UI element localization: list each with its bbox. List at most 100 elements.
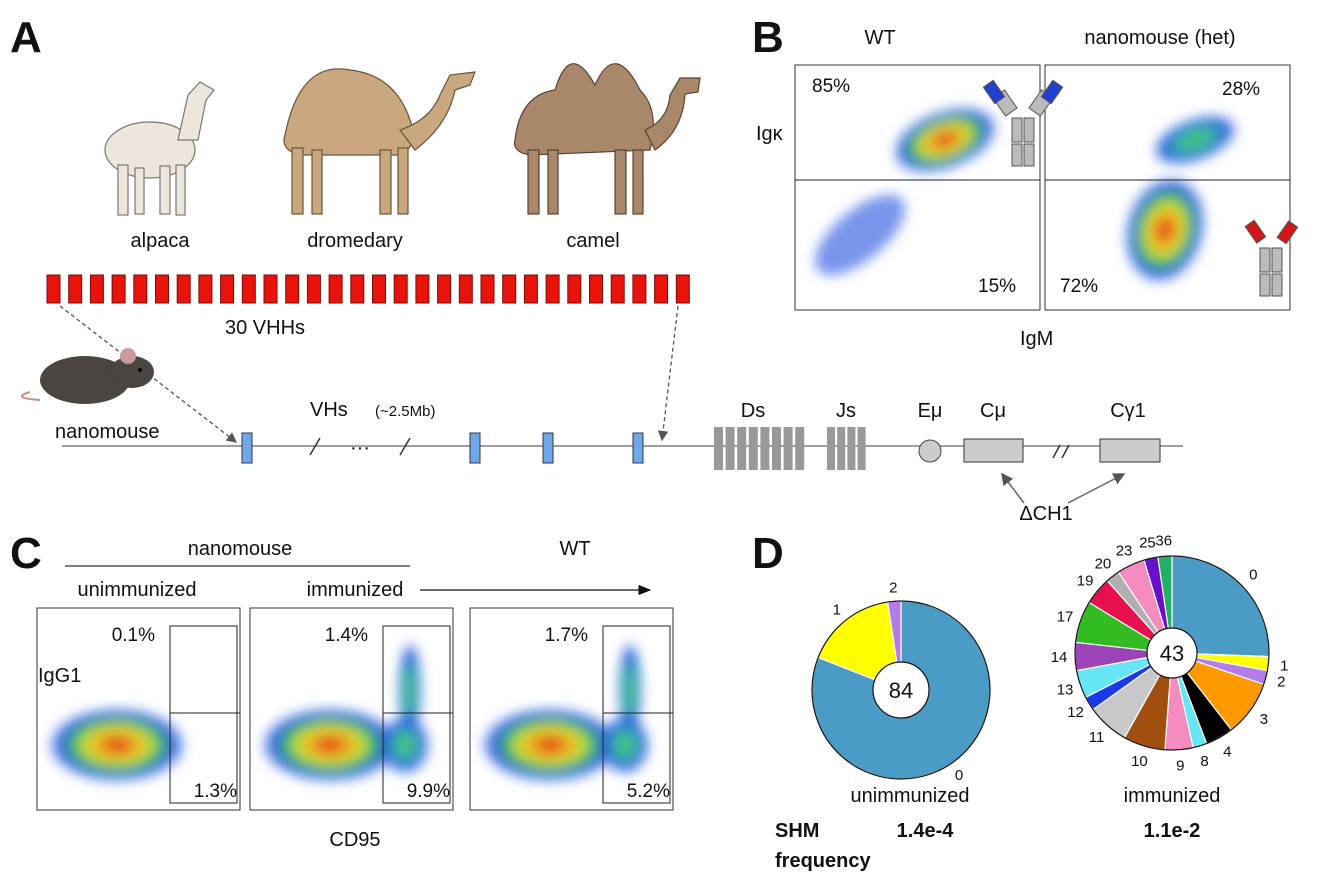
cmu-label: Cμ <box>980 400 1006 422</box>
vhh-box <box>111 274 126 304</box>
panel-b: B WT nanomouse (het) 85% 15% 28% 72% Igκ… <box>752 13 1299 350</box>
dromedary-illustration <box>283 68 476 215</box>
vhh-count-label: 30 VHHs <box>225 317 305 339</box>
vhh-box <box>610 274 625 304</box>
pie-chart-unimmunized: 0 1 2 84 <box>811 579 991 784</box>
d-box <box>772 427 781 470</box>
cmu-segment <box>963 438 1024 463</box>
vhh-box <box>89 274 104 304</box>
alpaca-illustration <box>104 81 215 216</box>
wt-lower-percent: 15% <box>978 276 1016 297</box>
pie-slice-label: 13 <box>1057 681 1074 698</box>
pie-slice-label: 2 <box>889 579 897 596</box>
pie-slice-label: 12 <box>1067 704 1084 721</box>
shm-unimmunized-value: 1.4e-4 <box>897 820 955 842</box>
vhh-box <box>372 274 386 304</box>
cg1-segment <box>1099 438 1161 463</box>
vhs-label: VHs <box>310 399 348 421</box>
unimmunized-label: unimmunized <box>78 579 197 601</box>
panel-letter-d: D <box>752 529 784 578</box>
vhh-box <box>523 274 538 304</box>
igg1-axis-label: IgG1 <box>38 665 81 687</box>
j-box <box>847 427 856 470</box>
pie-slice-label: 0 <box>955 767 963 784</box>
ds-label: Ds <box>741 400 765 422</box>
pie-immunized-label: immunized <box>1124 785 1221 807</box>
vhh-box <box>632 274 647 304</box>
pie-slice-label: 10 <box>1131 753 1148 770</box>
wt-title: WT <box>864 27 895 49</box>
panel-letter-a: A <box>10 13 42 62</box>
nanomouse-title: nanomouse (het) <box>1084 27 1235 49</box>
igk-axis-label: Igκ <box>756 123 784 145</box>
flow-plot-c-2: 1.4% 9.9% <box>249 607 454 811</box>
flow-plot-c-3: 1.7% 5.2% <box>469 607 674 811</box>
pie-total: 43 <box>1160 641 1184 666</box>
vhh-box <box>176 274 191 304</box>
vh-box <box>632 432 644 464</box>
vhh-box <box>654 274 669 304</box>
pie-slice-label: 36 <box>1155 532 1172 549</box>
panel-letter-c: C <box>10 529 42 578</box>
delta-ch1-label: ΔCH1 <box>1019 503 1072 525</box>
pie-slice-label: 11 <box>1089 729 1105 746</box>
vh-segments <box>241 432 644 464</box>
wt-upper-percent: 85% <box>812 76 850 97</box>
vhh-box <box>458 274 473 304</box>
pie-slice-label: 23 <box>1116 543 1133 560</box>
j-box <box>857 427 866 470</box>
pie-slice-label: 25 <box>1139 535 1156 552</box>
igh-locus: VHs (~2.5Mb) ··· Ds Js Eμ Cμ Cγ1 ΔCH1 <box>62 399 1183 525</box>
camel-illustration <box>513 63 701 215</box>
vhh-box <box>437 274 452 304</box>
pie-slice-label: 14 <box>1051 649 1068 666</box>
flow-plot-c-1: 0.1% 1.3% <box>36 607 241 811</box>
vhh-segment-array <box>46 274 690 304</box>
pie-slice-label: 9 <box>1176 758 1184 775</box>
vhh-box <box>46 274 61 304</box>
pie-total: 84 <box>889 678 913 703</box>
vhh-box <box>502 274 517 304</box>
vhh-box <box>285 274 300 304</box>
panel-a: A alpaca dromedary camel 30 VHHs <box>10 13 1183 525</box>
insertion-arrow-left <box>59 305 238 443</box>
nanomouse-lower-percent: 72% <box>1060 276 1098 297</box>
vhh-box <box>68 274 83 304</box>
break-mark <box>399 437 411 456</box>
vhh-box <box>589 274 603 304</box>
frequency-label: frequency <box>775 850 871 872</box>
vhh-box <box>198 274 213 304</box>
pie-slice-label: 17 <box>1057 609 1074 626</box>
vhh-box <box>415 274 430 304</box>
d-box <box>795 427 805 470</box>
j-segments <box>827 427 866 470</box>
pie-unimmunized-label: unimmunized <box>851 785 970 807</box>
vhs-size-label: (~2.5Mb) <box>375 403 435 420</box>
upper-gate-percent: 1.4% <box>325 625 368 646</box>
immunized-label: immunized <box>307 579 404 601</box>
d-box <box>725 427 735 470</box>
igm-axis-label: IgM <box>1020 328 1053 350</box>
wt-group-label: WT <box>559 538 590 560</box>
vhh-box <box>263 274 278 304</box>
panel-letter-b: B <box>752 13 784 62</box>
vhh-box <box>328 274 343 304</box>
vhh-box <box>350 274 365 304</box>
pie-slice-label: 4 <box>1223 744 1231 761</box>
lower-gate-percent: 1.3% <box>194 781 237 802</box>
nanomouse-label: nanomouse <box>55 421 160 443</box>
dromedary-label: dromedary <box>307 230 403 252</box>
js-label: Js <box>836 400 856 422</box>
vhh-box <box>241 274 256 304</box>
pie-slice-label: 8 <box>1200 753 1208 770</box>
flow-plot-nanomouse <box>1044 64 1291 311</box>
ellipsis: ··· <box>350 437 370 459</box>
alpaca-label: alpaca <box>131 230 191 252</box>
pie-slice-label: 0 <box>1249 567 1257 584</box>
d-box <box>783 427 793 470</box>
upper-gate-percent: 0.1% <box>112 625 155 646</box>
d-box <box>737 427 747 470</box>
insertion-arrow-right <box>657 305 679 442</box>
